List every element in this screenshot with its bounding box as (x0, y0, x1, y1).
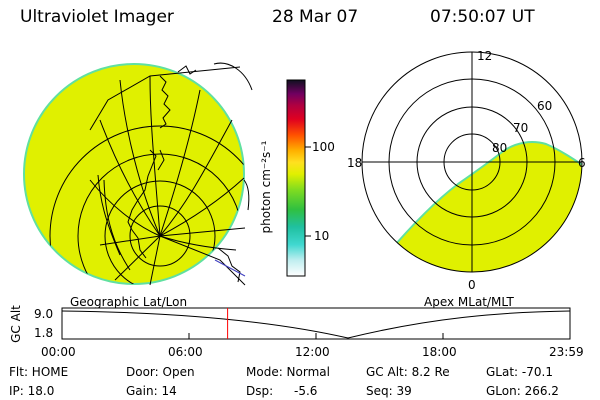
xtick-1800: 18:00 (422, 345, 457, 359)
colorbar (286, 79, 311, 277)
mlat-label-70: 70 (513, 121, 529, 135)
colorbar-tick-label-10: 10 (314, 229, 330, 243)
left-panel-label: Geographic Lat/Lon (70, 295, 188, 309)
terminator-line (214, 259, 246, 277)
time-label: 07:50:07 UT (430, 7, 535, 27)
altitude-plot (61, 307, 571, 340)
lat-lon-grid (49, 62, 253, 286)
mlat-label-80: 80 (492, 141, 508, 155)
xtick-2359: 23:59 (549, 345, 584, 359)
altitude-ylabel: GC Alt (9, 305, 23, 343)
dsp-value: -5.6 (294, 384, 318, 398)
right-panel-label: Apex MLat/MLT (424, 295, 514, 309)
colorbar-tick-label-100: 100 (312, 140, 335, 154)
colorbar-unit-label: photon cm⁻²s⁻¹ (259, 140, 273, 234)
colorbar-gradient (286, 79, 306, 277)
altitude-ytick-low: 1.8 (34, 326, 54, 340)
mlt-label-6: 6 (578, 156, 586, 170)
date-label: 28 Mar 07 (272, 7, 359, 27)
polar-grid (361, 51, 583, 273)
altitude-ytick-high: 9.0 (34, 307, 54, 321)
glon-value: GLon: 266.2 (486, 384, 559, 398)
flight-status: Flt: HOME (9, 365, 69, 379)
gc-alt-value: GC Alt: 8.2 Re (366, 365, 450, 379)
dsp-label: Dsp: (246, 384, 274, 398)
seq-value: Seq: 39 (366, 384, 412, 398)
mlt-label-0: 0 (468, 278, 476, 292)
xtick-0600: 06:00 (168, 345, 203, 359)
coastlines (127, 65, 241, 283)
mode-status: Mode: Normal (246, 365, 330, 379)
xtick-1200: 12:00 (295, 345, 330, 359)
mlat-label-60: 60 (537, 99, 553, 113)
polar-plot (361, 51, 583, 273)
gain-value: Gain: 14 (126, 384, 177, 398)
geographic-image (23, 62, 253, 286)
altitude-ticks (61, 333, 571, 339)
instrument-title: Ultraviolet Imager (20, 7, 174, 27)
altitude-curve (61, 310, 571, 339)
mlt-label-12: 12 (477, 49, 493, 63)
xtick-0000: 00:00 (41, 345, 76, 359)
mlt-label-18: 18 (347, 156, 363, 170)
door-status: Door: Open (126, 365, 195, 379)
ip-value: IP: 18.0 (9, 384, 55, 398)
glat-value: GLat: -70.1 (486, 365, 553, 379)
